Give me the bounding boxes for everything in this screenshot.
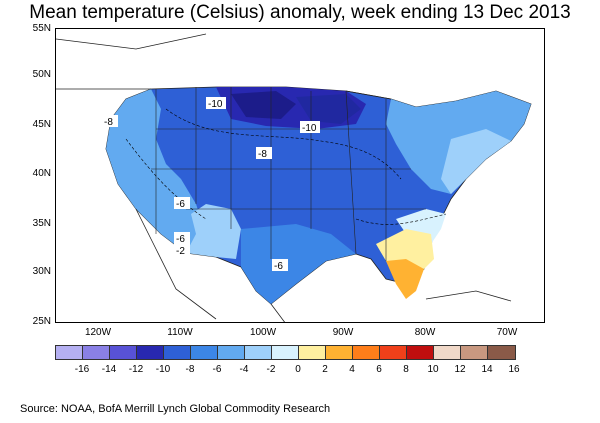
legend-swatch	[218, 346, 245, 359]
contour-label-6: -6	[176, 234, 185, 245]
legend-swatch	[299, 346, 326, 359]
lon-label-110w: 110W	[167, 327, 193, 338]
contour-label-2: -10	[302, 123, 317, 134]
contour-label-8: -6	[274, 261, 283, 272]
cuba-outline	[425, 290, 512, 302]
contour-lines	[125, 108, 447, 225]
legend-swatch	[110, 346, 137, 359]
anomaly-region-southeast-warm	[376, 229, 434, 269]
contour-label-3: -8	[104, 117, 113, 128]
legend-tick-label: 4	[349, 364, 355, 375]
lon-label-80w: 80W	[414, 327, 436, 338]
legend-swatch	[434, 346, 461, 359]
lat-label-55n: 55N	[32, 23, 51, 34]
legend-tick-label: -10	[155, 364, 171, 375]
anomaly-region-texas	[241, 224, 356, 304]
legend-tick-label: -4	[239, 364, 249, 375]
contour-label-4: -8	[258, 149, 267, 160]
legend-tick-label: 16	[508, 364, 520, 375]
legend-swatch	[191, 346, 218, 359]
anomaly-region-great-lakes	[296, 94, 361, 124]
lat-label-25n: 25N	[32, 316, 51, 327]
contour-label-7: -2	[176, 246, 185, 257]
anomaly-region-florida-warm	[386, 259, 424, 299]
anomaly-region-east-coast	[441, 129, 511, 194]
lon-label-120w: 120W	[84, 327, 112, 338]
temperature-anomaly-map: -10 -10 -8 -8 -6 -6 -2 -6	[55, 28, 545, 323]
anomaly-region-north-core	[231, 91, 296, 119]
lon-label-90w: 90W	[332, 327, 354, 338]
legend-tick-label: -2	[266, 364, 276, 375]
contour-label-1: -10	[208, 99, 223, 110]
legend-tick-label: -16	[74, 364, 90, 375]
source-note: Source: NOAA, BofA Merrill Lynch Global …	[20, 403, 331, 415]
legend-tick-label: 8	[403, 364, 409, 375]
legend-swatch	[83, 346, 110, 359]
lat-label-30n: 30N	[32, 266, 51, 277]
mexico-outline	[135, 208, 285, 322]
legend-tick-label: 14	[481, 364, 493, 375]
state-boundaries	[151, 87, 426, 261]
legend-tick-label: 10	[427, 364, 439, 375]
lat-label-40n: 40N	[32, 168, 51, 179]
legend-swatch	[56, 346, 83, 359]
legend-tick-label: 0	[295, 364, 301, 375]
legend-tick-label: -6	[212, 364, 222, 375]
color-scale-legend	[55, 345, 516, 360]
legend-swatch	[353, 346, 380, 359]
lat-label-35n: 35N	[32, 218, 51, 229]
chart-title: Mean temperature (Celsius) anomaly, week…	[29, 2, 571, 23]
lon-label-70w: 70W	[496, 327, 518, 338]
legend-tick-label: 6	[376, 364, 382, 375]
legend-tick-label: -8	[185, 364, 195, 375]
legend-swatch	[272, 346, 299, 359]
legend-tick-label: 12	[454, 364, 466, 375]
legend-swatch	[326, 346, 353, 359]
legend-swatch	[407, 346, 434, 359]
legend-swatch	[164, 346, 191, 359]
legend-tick-label: -12	[128, 364, 144, 375]
canada-outline	[56, 33, 392, 100]
legend-swatch	[245, 346, 272, 359]
anomaly-region-southwest	[186, 204, 241, 259]
legend-swatch	[488, 346, 515, 359]
legend-tick-label: -14	[101, 364, 117, 375]
lat-label-50n: 50N	[32, 69, 51, 80]
legend-swatch	[461, 346, 488, 359]
legend-tick-label: 2	[322, 364, 328, 375]
lat-label-45n: 45N	[32, 119, 51, 130]
contour-label-5: -6	[176, 199, 185, 210]
lon-label-100w: 100W	[249, 327, 277, 338]
legend-swatch	[380, 346, 407, 359]
legend-swatch	[137, 346, 164, 359]
